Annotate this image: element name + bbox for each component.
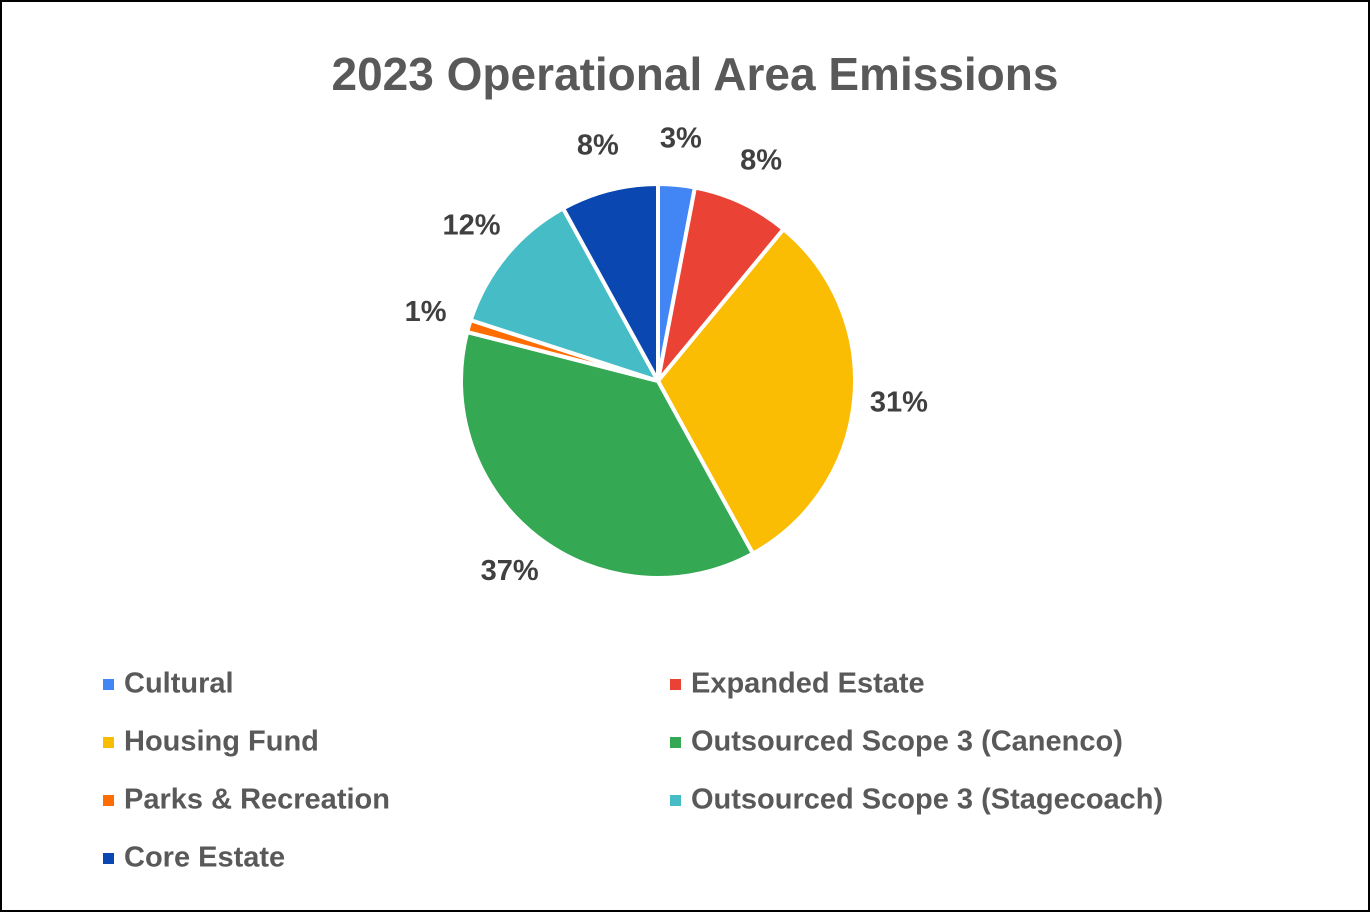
legend-label: Expanded Estate — [691, 668, 925, 700]
pie-slice — [561, 182, 660, 383]
data-label: 8% — [740, 145, 782, 177]
legend-swatch — [670, 795, 681, 806]
pie-slice — [468, 206, 660, 383]
pie-slice — [656, 227, 857, 556]
legend-swatch — [103, 795, 114, 806]
legend-label: Outsourced Scope 3 (Stagecoach) — [691, 784, 1163, 816]
legend-label: Housing Fund — [124, 726, 319, 758]
legend-swatch — [103, 737, 114, 748]
legend-label: Parks & Recreation — [124, 784, 390, 816]
legend-swatch — [670, 737, 681, 748]
legend-swatch — [103, 679, 114, 690]
data-label: 1% — [405, 296, 447, 328]
legend-swatch — [103, 853, 114, 864]
legend-label: Cultural — [124, 668, 234, 700]
legend-label: Core Estate — [124, 842, 285, 874]
chart-title: 2023 Operational Area Emissions — [332, 48, 1059, 100]
data-label: 8% — [577, 129, 619, 161]
data-label: 31% — [870, 386, 928, 418]
pie-slice — [459, 330, 755, 580]
legend-label: Outsourced Scope 3 (Canenco) — [691, 726, 1123, 758]
legend-swatch — [670, 679, 681, 690]
data-label: 12% — [443, 209, 501, 241]
data-label: 37% — [481, 555, 539, 587]
data-label: 3% — [660, 123, 702, 155]
